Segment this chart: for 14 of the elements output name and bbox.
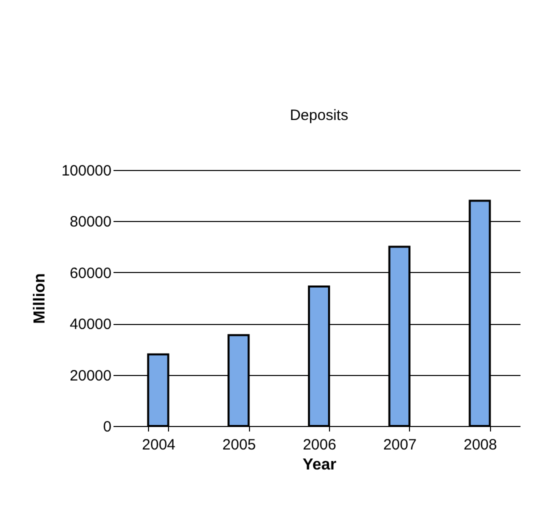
x-axis-title: Year [302, 456, 336, 474]
x-tick-label: 2005 [222, 436, 256, 454]
x-tick-label: 2004 [142, 436, 176, 454]
x-tick-label: 2008 [464, 436, 497, 454]
chart-title: Deposits [290, 107, 348, 124]
y-tick-label: 0 [103, 418, 112, 436]
y-tick-label: 20000 [70, 367, 112, 384]
y-tick-label: 40000 [70, 316, 112, 334]
y-axis-title: Million [31, 273, 48, 324]
y-tick-label: 60000 [70, 264, 112, 282]
x-tick-label: 2006 [302, 436, 336, 454]
x-tick-label: 2007 [383, 436, 417, 454]
y-tick-label: 80000 [70, 214, 112, 231]
y-tick-label: 100000 [61, 162, 112, 180]
